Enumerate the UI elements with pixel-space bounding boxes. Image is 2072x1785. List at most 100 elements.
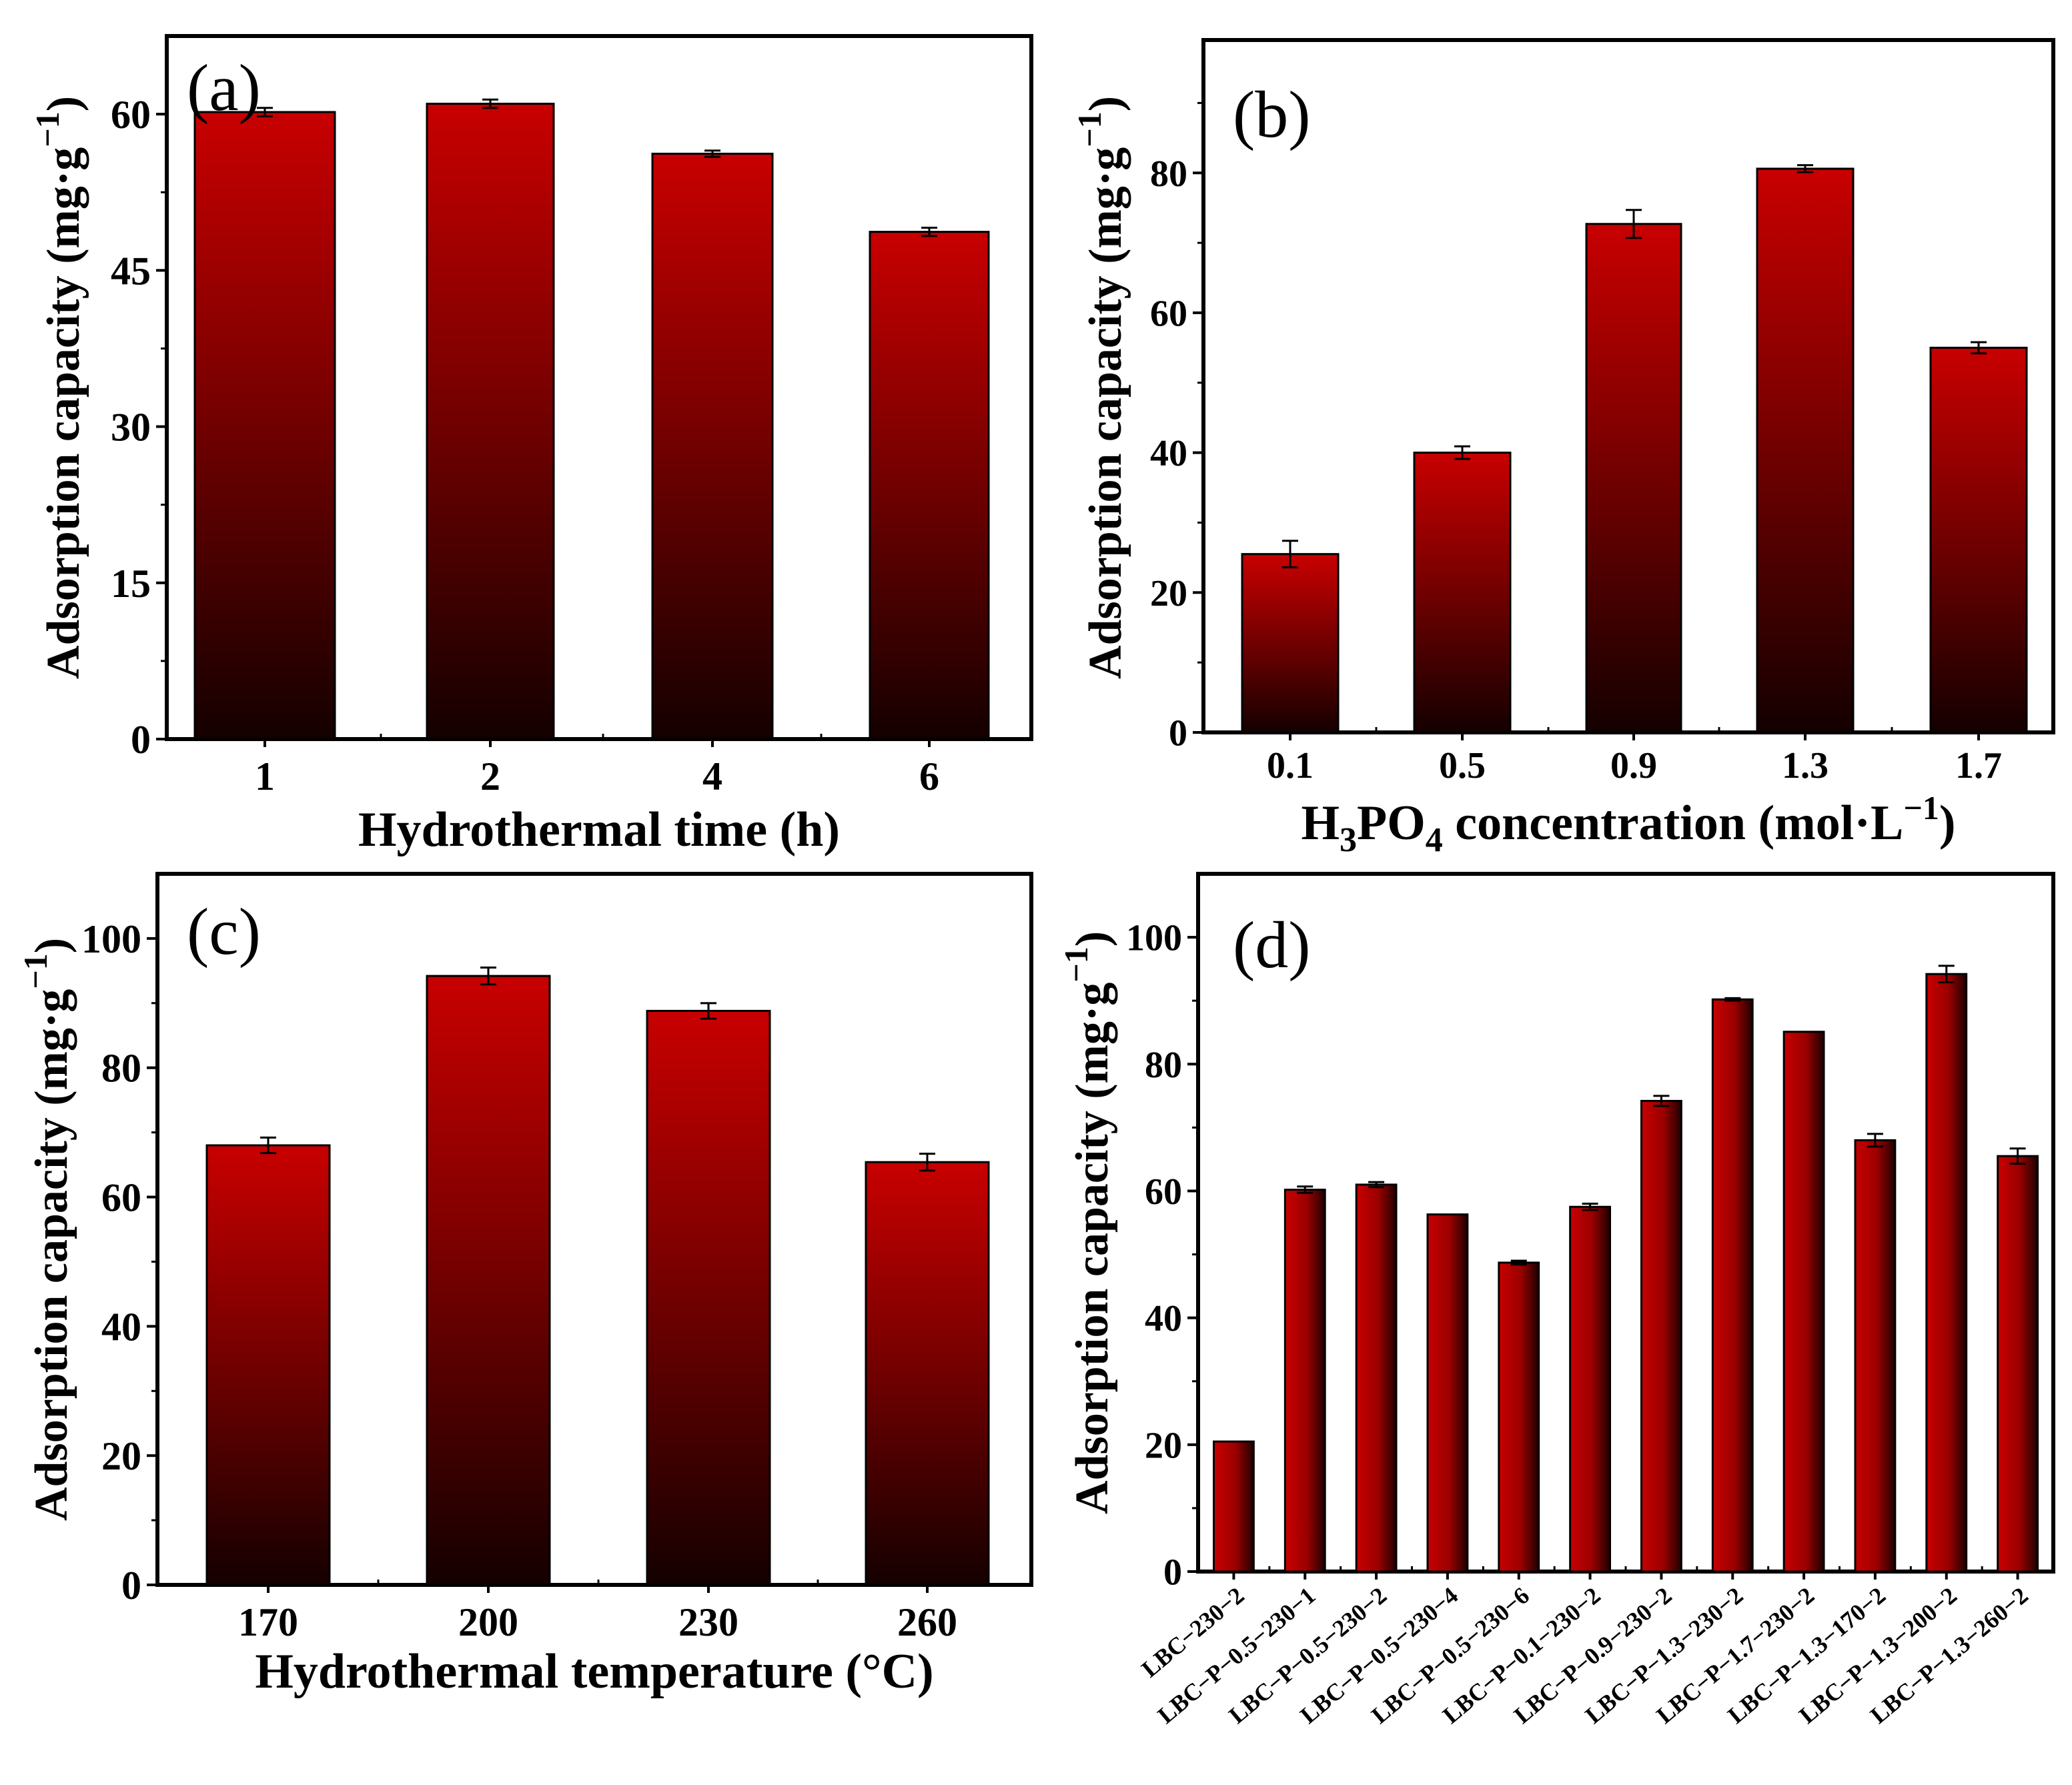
error-bar-c-2	[700, 1002, 716, 1020]
error-bar-d-5	[1582, 1202, 1598, 1211]
y-tick-label-a-2: 30	[111, 406, 151, 450]
error-bar-d-6	[1653, 1095, 1670, 1107]
x-tick-label-b-1: 0.5	[1439, 745, 1486, 786]
x-tick-label-b-3: 1.3	[1782, 745, 1829, 786]
panel-label-a: (a)	[187, 51, 261, 125]
bar-d-6	[1640, 1099, 1682, 1573]
x-tick-label-a-1: 2	[480, 754, 500, 798]
x-ticks-a: 1 2 4 6	[255, 734, 939, 798]
x-axis-title-b-close: )	[1939, 796, 1956, 850]
x-axis-title-b-h: H	[1301, 796, 1340, 850]
error-bar-c-3	[919, 1153, 935, 1172]
bar-d-5	[1569, 1205, 1611, 1573]
error-bar-a-3	[921, 226, 937, 237]
y-ticks-a: 0 15 30 45 60	[111, 93, 167, 762]
y-tick-label-b-1: 20	[1150, 573, 1187, 614]
bars-b	[1241, 164, 2028, 734]
panel-d: 0 20 40 60 80 100 LBC−230−2LBC−P−0.5−230−1LBC…	[1057, 872, 2055, 1729]
panel-label-c: (c)	[187, 895, 261, 969]
y-axis-title-sup-d: −1	[1057, 947, 1095, 983]
x-tick-label-c-2: 230	[678, 1600, 738, 1644]
y-tick-label-c-4: 80	[101, 1047, 141, 1091]
error-bar-b-1	[1454, 445, 1470, 460]
bar-a-1	[426, 102, 555, 740]
y-axis-title-main-a: Adsorption capacity (mg·g	[38, 147, 89, 679]
x-axis-title-b: H3PO4 concentration (mol·L−1)	[1301, 789, 1955, 859]
error-bar-a-2	[704, 149, 720, 158]
bar-b-2	[1585, 223, 1682, 734]
y-axis-title-main-d: Adsorption capacity (mg·g	[1067, 983, 1118, 1514]
y-ticks-d: 0 20 40 60 80 100	[1126, 918, 1198, 1594]
error-bar-c-1	[480, 967, 496, 986]
error-bar-b-4	[1971, 341, 1987, 355]
error-bar-b-3	[1797, 164, 1813, 173]
y-tick-label-d-4: 80	[1145, 1045, 1182, 1086]
bar-c-0	[205, 1144, 331, 1586]
plot-frame-a	[165, 34, 1033, 741]
y-tick-label-c-3: 60	[101, 1176, 141, 1220]
y-axis-title-main-b: Adsorption capacity (mg·g	[1080, 147, 1131, 679]
error-bar-d-10	[1938, 965, 1955, 984]
y-tick-label-c-2: 40	[101, 1305, 141, 1349]
y-axis-title-sup-c: −1	[17, 953, 54, 989]
y-axis-title-c: Adsorption capacity (mg·g−1)	[17, 938, 77, 1521]
y-tick-label-d-5: 100	[1126, 918, 1182, 959]
y-tick-label-c-5: 100	[81, 917, 141, 961]
error-bar-a-1	[482, 98, 498, 109]
y-axis-title-d: Adsorption capacity (mg·g−1)	[1057, 931, 1118, 1514]
plot-frame-c	[155, 872, 1033, 1587]
bar-d-10	[1925, 973, 1968, 1573]
y-tick-label-c-0: 0	[121, 1564, 141, 1608]
y-tick-label-d-0: 0	[1163, 1552, 1182, 1594]
y-tick-label-d-2: 40	[1145, 1298, 1182, 1339]
x-tick-label-a-2: 4	[702, 754, 722, 798]
bars-a	[193, 98, 990, 740]
bar-c-1	[426, 975, 551, 1586]
bar-c-3	[865, 1161, 990, 1586]
bars-c	[205, 967, 990, 1586]
bar-d-3	[1426, 1213, 1469, 1573]
y-ticks-b: 0 20 40 60 80	[1150, 101, 1203, 754]
panel-a: 0 15 30 45 60 1 2 4 6 (a) Hydrothermal time (h)…	[29, 34, 1033, 857]
bar-b-1	[1413, 452, 1512, 734]
y-tick-label-a-1: 15	[111, 562, 151, 606]
y-axis-title-close-a: )	[38, 96, 89, 111]
error-bar-b-0	[1282, 540, 1298, 569]
x-ticks-b: 0.1 0.5 0.9 1.3 1.7	[1267, 727, 2002, 786]
bar-d-7	[1711, 998, 1754, 1573]
bar-d-0	[1213, 1440, 1255, 1573]
x-ticks-c: 170 200 230 260	[238, 1580, 957, 1644]
error-bar-b-2	[1626, 209, 1642, 239]
bar-d-9	[1854, 1139, 1897, 1573]
bar-d-2	[1355, 1183, 1398, 1573]
y-axis-title-main-c: Adsorption capacity (mg·g	[26, 989, 77, 1521]
panel-b: 0 20 40 60 80 0.1 0.5 0.9 1.3 1.7 (b) H3PO4 conc…	[1071, 38, 2055, 859]
error-bar-d-4	[1510, 1259, 1527, 1266]
y-axis-title-b: Adsorption capacity (mg·g−1)	[1071, 96, 1131, 679]
bar-d-4	[1498, 1261, 1540, 1573]
error-bar-d-7	[1724, 997, 1741, 1002]
bar-d-1	[1283, 1189, 1326, 1573]
x-axis-title-c: Hydrothermal temperature (°C)	[255, 1644, 933, 1699]
y-axis-title-close-c: )	[26, 938, 77, 953]
y-tick-label-a-3: 45	[111, 249, 151, 293]
error-bar-d-1	[1297, 1185, 1314, 1194]
error-bar-a-0	[257, 107, 273, 117]
error-bar-c-0	[260, 1136, 276, 1155]
bar-a-2	[651, 152, 774, 740]
bar-b-4	[1929, 346, 2028, 734]
bar-d-11	[1997, 1155, 2039, 1573]
y-tick-label-a-4: 60	[111, 93, 151, 137]
bar-a-3	[869, 231, 990, 740]
y-tick-label-b-3: 60	[1150, 293, 1187, 335]
plot-frame-d	[1196, 872, 2055, 1574]
panel-label-d: (d)	[1233, 908, 1311, 982]
y-tick-label-a-0: 0	[131, 718, 151, 762]
x-tick-label-c-0: 170	[238, 1600, 298, 1644]
y-ticks-c: 0 20 40 60 80 100	[81, 917, 157, 1608]
x-axis-title-b-sub2: 4	[1426, 821, 1443, 859]
bars-d	[1213, 965, 2039, 1573]
y-axis-title-a: Adsorption capacity (mg·g−1)	[29, 96, 89, 679]
panel-c: 0 20 40 60 80 100 170 200 230 260 (c) Hydrotherm…	[17, 872, 1033, 1699]
